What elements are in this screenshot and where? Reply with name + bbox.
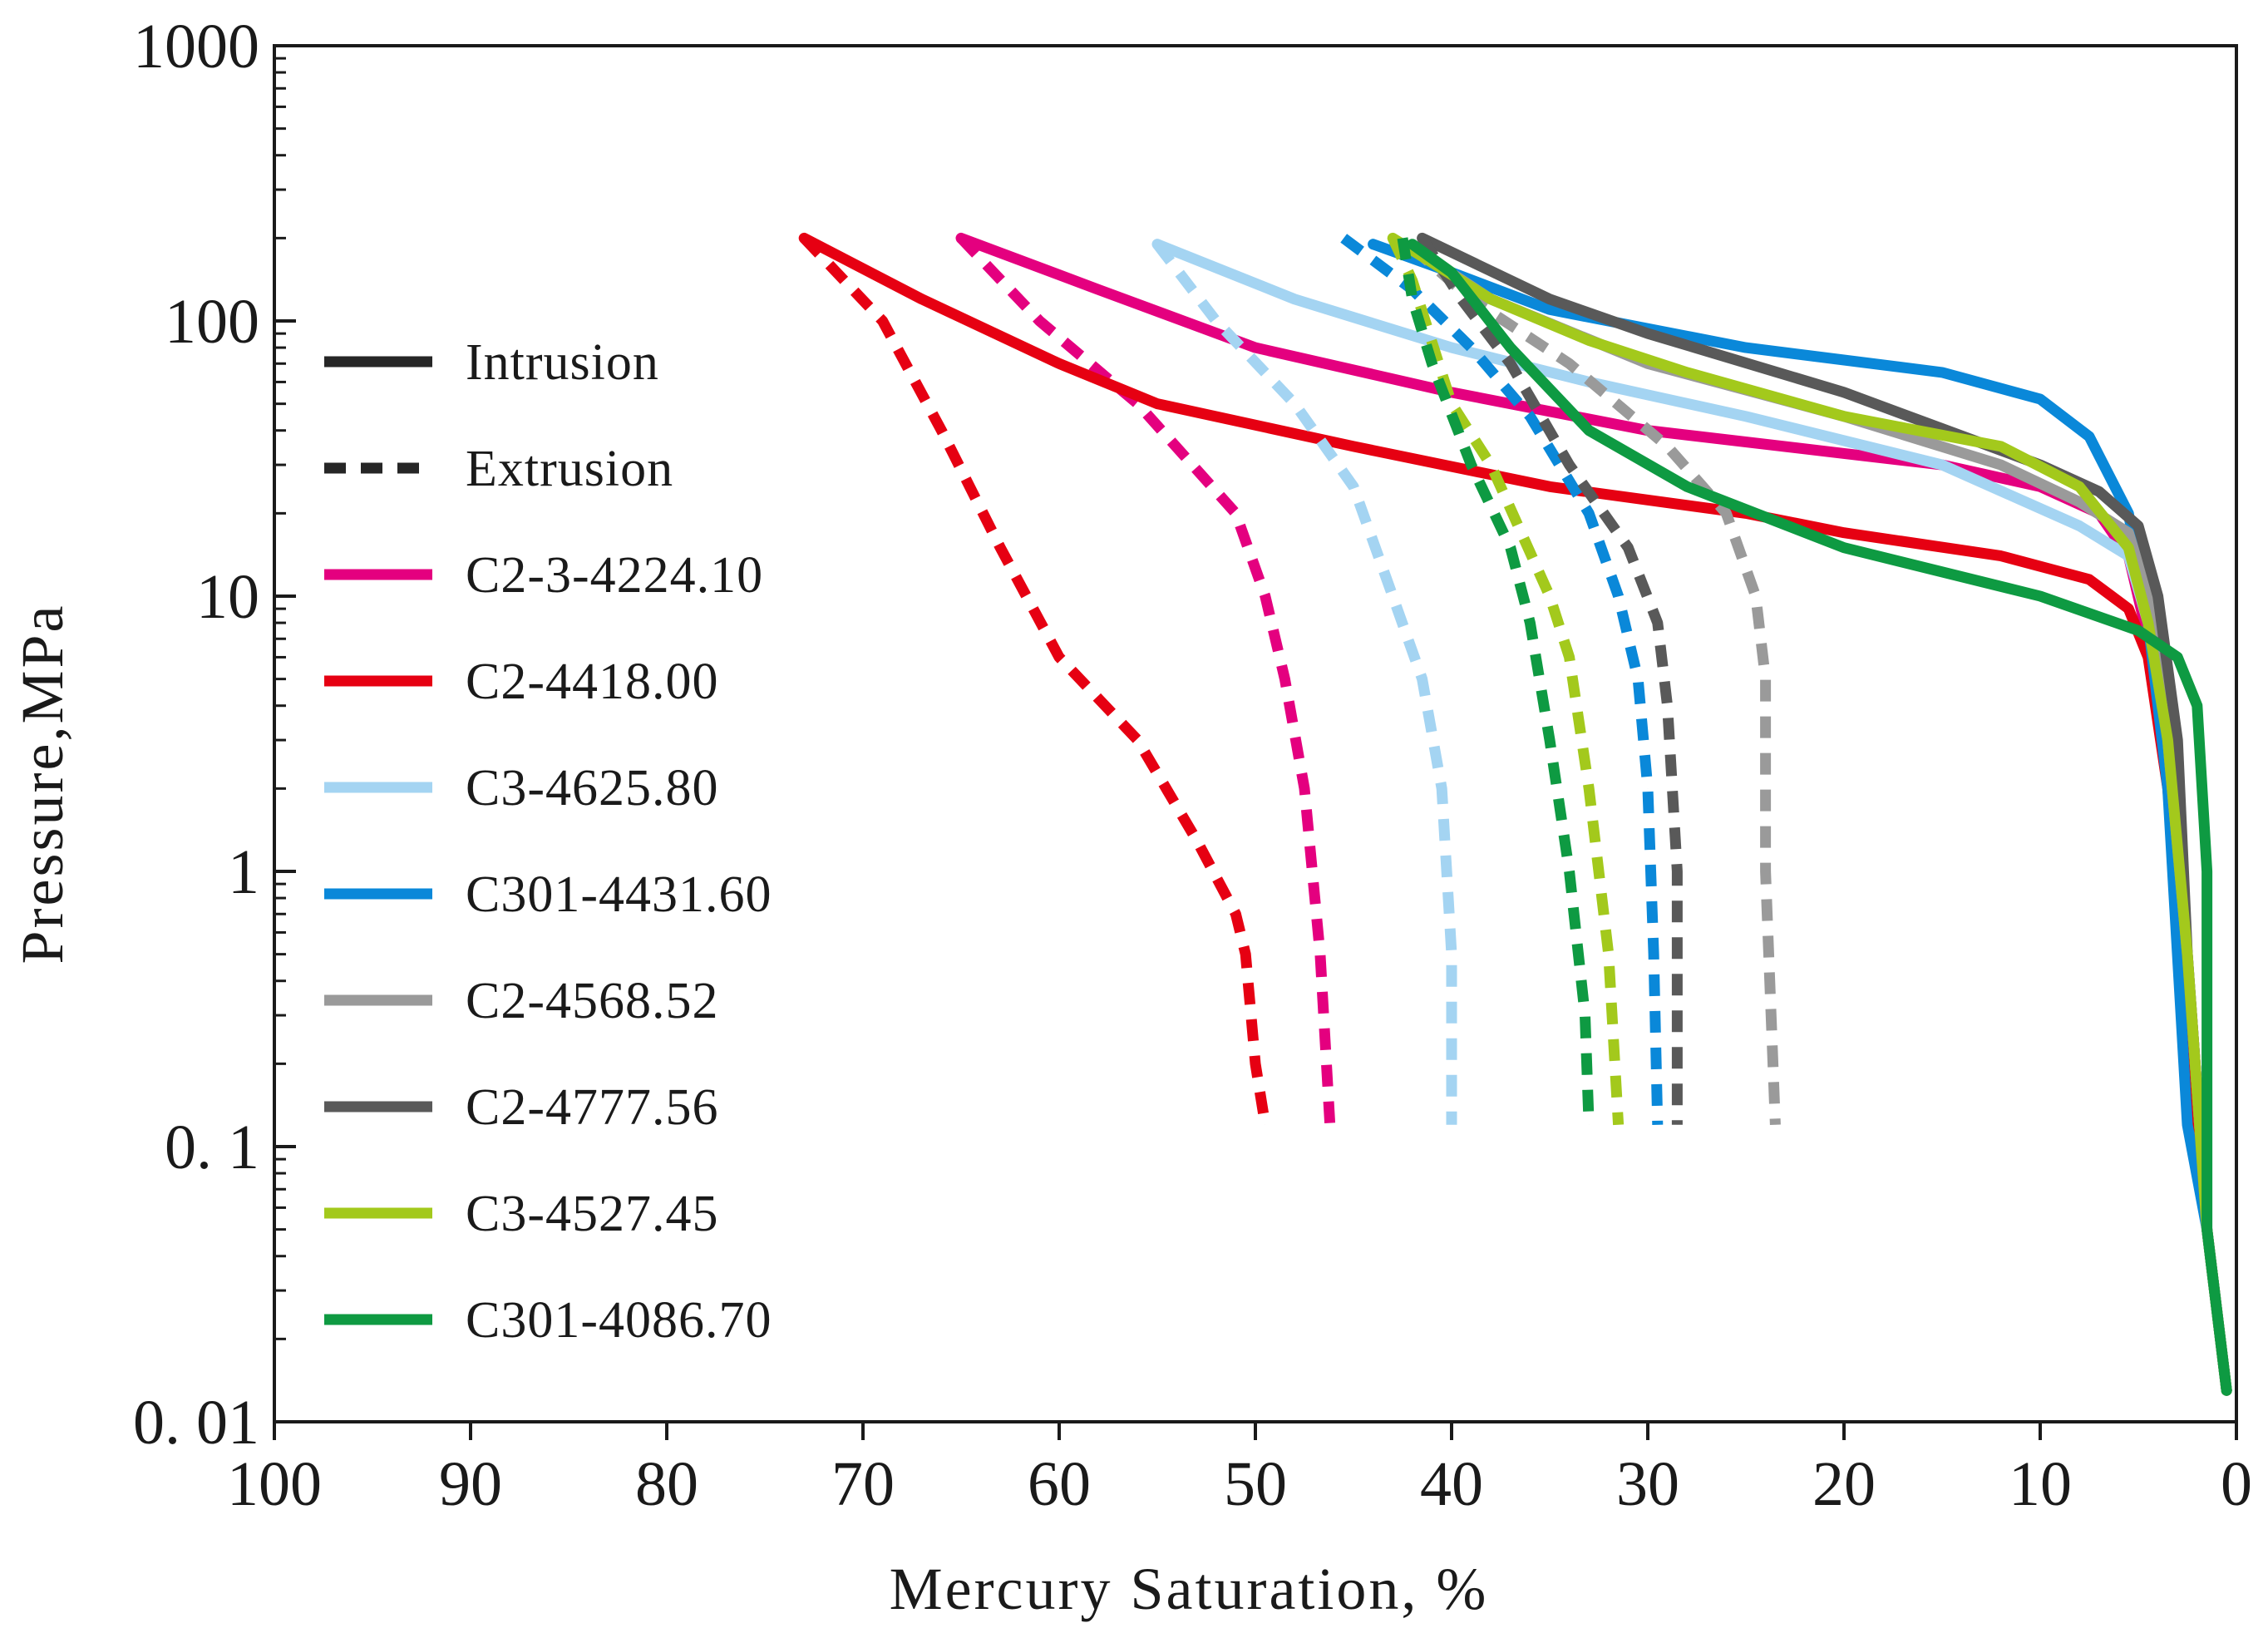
axis-ticks [273,44,2238,1440]
x-tick-label-50: 50 [1224,1449,1287,1519]
x-tick-label-70: 70 [831,1449,895,1519]
legend-entry-C2-4568.52: C2-4568.52 [324,973,719,1029]
y-tick-label-0. 1: 0. 1 [165,1113,259,1182]
legend-entry-C2-4418.00: C2-4418.00 [324,654,719,710]
legend-label: Intrusion [466,334,659,391]
x-tick-label-0: 0 [2221,1449,2252,1519]
y-tick-label-1: 1 [228,837,259,907]
extrusion-line-C3-4527.45 [1388,235,1625,1126]
series-C2-3-4224.10 [955,232,2232,1396]
y-tick-label-1000: 1000 [133,12,259,81]
extrusion-line-C3-4625.80 [1152,240,1457,1125]
legend-label: C2-4418.00 [466,654,719,710]
x-tick-label-30: 30 [1616,1449,1679,1519]
legend-label: C301-4086.70 [466,1292,772,1349]
y-tick-label-0. 01: 0. 01 [133,1388,259,1458]
x-axis-title: Mercury Saturation, % [890,1556,1489,1622]
x-tick-label-20: 20 [1812,1449,1876,1519]
intrusion-line-C2-4418.00 [798,232,2232,1396]
intrusion-line-C301-4431.60 [1368,239,2232,1396]
x-tick-label-10: 10 [2009,1449,2072,1519]
series-C301-4431.60 [1340,234,2232,1396]
legend-label: C301-4431.60 [466,866,772,923]
extrusion-line-C301-4431.60 [1340,234,1664,1125]
legend-entry-C3-4527.45: C3-4527.45 [324,1186,719,1242]
legend-label: C2-3-4224.10 [466,547,763,604]
legend-label: C3-4625.80 [466,760,719,816]
legend-entry-C3-4625.80: C3-4625.80 [324,760,719,816]
extrusion-line-C2-3-4224.10 [957,234,1336,1126]
x-tick-label-100: 100 [227,1449,322,1519]
legend-entry-C301-4431.60: C301-4431.60 [324,866,772,923]
legend-label: Extrusion [466,441,673,497]
x-tick-label-90: 90 [439,1449,502,1519]
y-tick-label-10: 10 [196,562,259,632]
intrusion-line-C3-4527.45 [1387,232,2232,1396]
legend-label: C2-4568.52 [466,973,719,1029]
extrusion-line-C301-4086.70 [1397,237,1595,1126]
x-tick-label-60: 60 [1028,1449,1091,1519]
legend-label: C2-4777.56 [466,1079,719,1136]
series-C301-4086.70 [1397,237,2232,1396]
series-C3-4527.45 [1387,232,2232,1396]
legend-entry-extrusion: Extrusion [324,441,673,497]
y-tick-label-100: 100 [165,287,259,357]
legend-entry-C2-3-4224.10: C2-3-4224.10 [324,547,763,604]
extrusion-line-C2-4418.00 [800,234,1271,1126]
x-tick-label-80: 80 [635,1449,698,1519]
y-axis-title: Pressure,MPa [9,604,76,965]
series-layer [798,232,2232,1396]
legend-entry-intrusion: Intrusion [324,334,659,391]
legend: Intrusion Extrusion C2-3-4224.10 C2-4418.00… [324,334,772,1349]
legend-label: C3-4527.45 [466,1186,719,1242]
x-tick-label-40: 40 [1420,1449,1483,1519]
series-C2-4418.00 [798,232,2232,1396]
legend-entry-C2-4777.56: C2-4777.56 [324,1079,719,1136]
legend-entry-C301-4086.70: C301-4086.70 [324,1292,772,1349]
